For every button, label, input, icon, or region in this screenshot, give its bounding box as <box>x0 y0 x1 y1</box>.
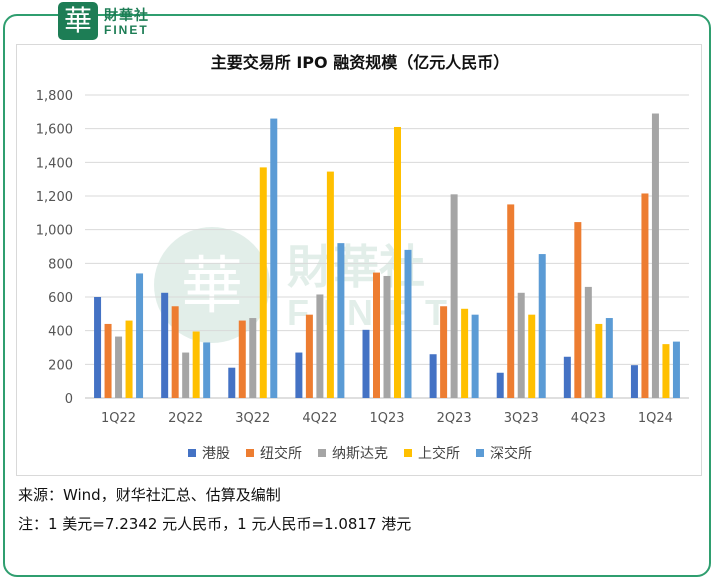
x-tick-label: 4Q23 <box>571 411 606 426</box>
bar-1Q22-上交所 <box>125 320 133 398</box>
x-tick-label: 1Q23 <box>369 411 404 426</box>
source-note: 来源：Wind，财华社汇总、估算及编制 <box>18 486 281 504</box>
bar-3Q22-上交所 <box>259 167 267 398</box>
bar-4Q22-纽交所 <box>305 314 313 398</box>
legend-swatch <box>246 449 254 457</box>
bar-1Q24-上交所 <box>662 344 670 398</box>
bar-3Q23-纳斯达克 <box>517 292 525 398</box>
bar-1Q22-纽交所 <box>104 323 112 398</box>
y-tick-label: 1,600 <box>36 123 73 138</box>
legend-item: 上交所 <box>404 443 460 463</box>
bar-1Q23-深交所 <box>404 249 412 398</box>
bar-3Q23-上交所 <box>528 314 536 398</box>
conversion-note: 注：1 美元=7.2342 元人民币，1 元人民币=1.0817 港元 <box>18 515 412 533</box>
logo-en: FINET <box>104 23 149 37</box>
bar-3Q23-纽交所 <box>507 204 515 398</box>
x-tick-label: 1Q24 <box>638 411 673 426</box>
legend-item: 纽交所 <box>246 443 302 463</box>
y-tick-label: 800 <box>48 257 73 272</box>
logo-cn: 財華社 <box>104 8 149 24</box>
y-tick-label: 0 <box>65 392 73 407</box>
bar-4Q23-纽交所 <box>574 222 582 398</box>
legend-swatch <box>404 449 412 457</box>
legend-label: 纽交所 <box>260 446 302 462</box>
y-tick-label: 1,800 <box>36 89 73 104</box>
legend-item: 深交所 <box>476 443 532 463</box>
bar-3Q22-深交所 <box>270 118 278 399</box>
bar-1Q24-纽交所 <box>641 193 649 398</box>
chart: 華 財華社 FINET 0 200 400 600 800 1,000 1,200 1,400… <box>16 44 702 476</box>
bar-1Q23-上交所 <box>394 126 401 398</box>
bar-2Q22-纳斯达克 <box>182 352 190 398</box>
chart-title: 主要交易所 IPO 融资规模（亿元人民币） <box>210 53 510 72</box>
bar-4Q22-深交所 <box>337 243 345 398</box>
bar-1Q22-港股 <box>94 297 102 398</box>
bar-3Q23-深交所 <box>538 254 546 398</box>
bar-4Q23-深交所 <box>605 318 613 398</box>
bar-4Q22-港股 <box>295 352 303 398</box>
bar-3Q22-纳斯达克 <box>249 318 257 398</box>
bar-4Q23-上交所 <box>595 323 603 398</box>
logo-mark: 華 <box>58 2 98 40</box>
bar-1Q24-深交所 <box>672 341 680 398</box>
bar-2Q23-纽交所 <box>440 306 448 398</box>
y-tick-label: 200 <box>48 358 73 373</box>
x-tick-label: 2Q23 <box>437 411 472 426</box>
bar-4Q23-纳斯达克 <box>584 286 592 398</box>
bar-1Q24-纳斯达克 <box>651 113 659 399</box>
watermark-cn: 財華社 <box>287 240 425 294</box>
x-tick-label: 2Q22 <box>168 411 203 426</box>
bar-4Q22-纳斯达克 <box>316 294 324 398</box>
bar-1Q22-深交所 <box>136 273 144 398</box>
bar-2Q22-上交所 <box>192 331 200 398</box>
watermark-en: FINET <box>287 292 461 333</box>
y-tick-label: 1,400 <box>36 156 73 171</box>
x-tick-label: 3Q22 <box>235 411 270 426</box>
legend-label: 港股 <box>202 446 230 462</box>
legend-label: 纳斯达克 <box>332 446 388 462</box>
y-tick-label: 400 <box>48 325 73 340</box>
bar-1Q22-纳斯达克 <box>115 336 123 398</box>
bar-4Q22-上交所 <box>326 171 334 398</box>
legend-swatch <box>188 449 196 457</box>
bar-2Q23-纳斯达克 <box>450 194 458 398</box>
bar-3Q22-港股 <box>228 367 236 398</box>
legend-swatch <box>318 449 326 457</box>
legend-item: 纳斯达克 <box>318 443 388 463</box>
bar-2Q23-上交所 <box>461 308 469 398</box>
bar-1Q23-纽交所 <box>373 272 380 398</box>
bar-2Q22-深交所 <box>203 342 211 398</box>
logo: 財華社 FINET <box>104 8 174 37</box>
bar-1Q23-纳斯达克 <box>383 275 391 398</box>
bar-2Q22-纽交所 <box>171 306 179 398</box>
x-tick-label: 4Q22 <box>302 411 337 426</box>
legend-swatch <box>476 449 484 457</box>
watermark-mark: 華 <box>181 249 243 322</box>
bar-3Q22-纽交所 <box>238 320 246 398</box>
bar-1Q24-港股 <box>630 365 638 398</box>
legend-label: 深交所 <box>490 446 532 462</box>
chart-canvas: 華 財華社 FINET 0 200 400 600 800 1,000 1,200 1,400… <box>36 89 689 426</box>
bar-4Q23-港股 <box>563 356 571 398</box>
x-tick-label: 3Q23 <box>504 411 539 426</box>
bar-2Q23-深交所 <box>471 314 479 398</box>
bar-3Q23-港股 <box>496 372 504 398</box>
y-tick-label: 1,000 <box>36 224 73 239</box>
bar-1Q23-港股 <box>362 329 370 398</box>
bar-2Q22-港股 <box>161 292 169 398</box>
watermark: 華 財華社 FINET <box>154 227 461 343</box>
legend-item: 港股 <box>188 443 230 463</box>
bar-2Q23-港股 <box>429 354 437 398</box>
watermark-circle <box>154 227 270 343</box>
y-tick-label: 1,200 <box>36 190 73 205</box>
y-tick-label: 600 <box>48 291 73 306</box>
legend: 港股 纽交所 纳斯达克 上交所 深交所 <box>17 443 703 463</box>
legend-label: 上交所 <box>418 446 460 462</box>
x-tick-label: 1Q22 <box>101 411 136 426</box>
